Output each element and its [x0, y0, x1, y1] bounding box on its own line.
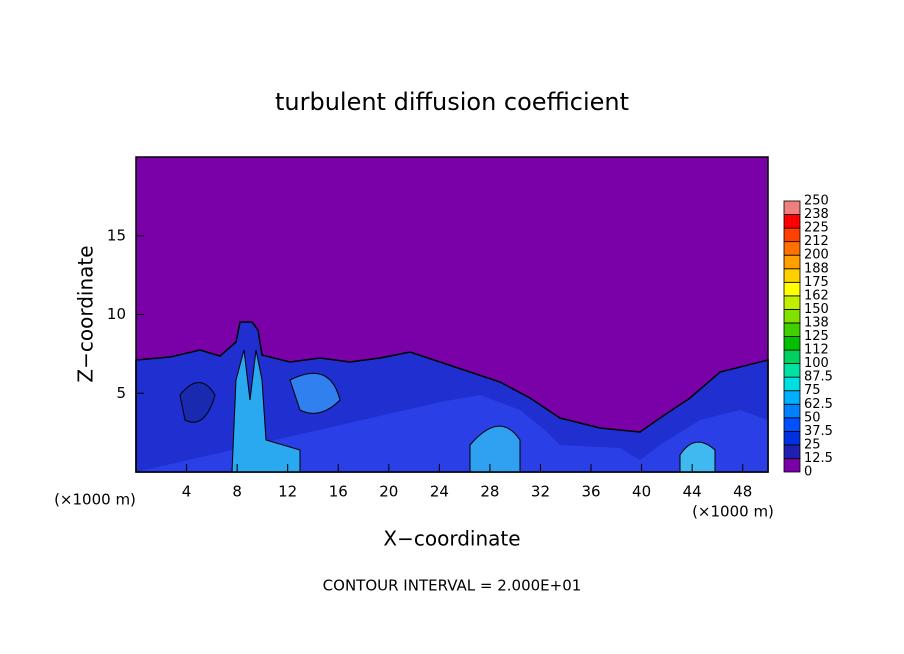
field-band: [135, 321, 769, 473]
chart-title: turbulent diffusion coefficient: [275, 88, 629, 116]
colorbar-label: 188: [804, 261, 829, 276]
x-unit-label: (×1000 m): [54, 491, 136, 509]
colorbar-label: 225: [804, 221, 829, 236]
colorbar-box: [783, 227, 801, 243]
field: [135, 157, 769, 473]
x-tick-label: 8: [232, 483, 242, 501]
colorbar-label: 125: [804, 329, 829, 344]
colorbar-label: 50: [804, 410, 821, 425]
colorbar-box: [783, 376, 801, 392]
colorbar-box: [783, 241, 801, 256]
colorbar-box: [783, 254, 801, 270]
field-blob: [231, 349, 301, 473]
x-tick-label: 16: [329, 483, 348, 501]
colorbar-label: 0: [804, 465, 812, 480]
colorbar-box: [783, 349, 801, 364]
colorbar-box: [783, 322, 801, 337]
colorbar-label: 112: [804, 343, 829, 358]
colorbar-box: [783, 403, 801, 419]
colorbar-box: [783, 295, 801, 310]
colorbar-label: 62.5: [804, 397, 833, 412]
y-axis-label: Z−coordinate: [74, 245, 98, 382]
colorbar-box: [783, 444, 801, 459]
colorbar-box: [783, 390, 801, 405]
x-tick-label: 32: [531, 483, 550, 501]
x-tick-label: 48: [733, 483, 752, 501]
colorbar-label: 87.5: [804, 370, 833, 385]
x-tick-label: 40: [632, 483, 651, 501]
field-blob: [179, 382, 216, 423]
colorbar-label: 75: [804, 383, 821, 398]
x-unit-label: (×1000 m): [692, 503, 774, 521]
y-tick-label: 5: [116, 384, 126, 402]
x-tick-label: 24: [430, 483, 449, 501]
y-tick-label: 15: [107, 226, 126, 244]
colorbar-box: [783, 430, 801, 446]
colorbar-label: 100: [804, 356, 829, 371]
field-blob: [679, 441, 716, 473]
colorbar-box: [783, 268, 801, 283]
colorbar-box: [783, 336, 801, 351]
colorbar-box: [783, 200, 801, 215]
colorbar-label: 238: [804, 207, 829, 222]
colorbar-box: [783, 363, 801, 378]
x-tick-label: 28: [480, 483, 499, 501]
x-tick-label: 44: [683, 483, 702, 501]
colorbar-box: [783, 281, 801, 297]
x-tick-label: 4: [182, 483, 192, 501]
colorbar-box: [783, 458, 801, 473]
colorbar-label: 37.5: [804, 424, 833, 439]
x-tick-label: 12: [278, 483, 297, 501]
colorbar-label: 25: [804, 437, 821, 452]
colorbar-label: 212: [804, 234, 829, 249]
colorbar-label: 250: [804, 194, 829, 209]
x-tick-label: 20: [379, 483, 398, 501]
field-blob: [469, 425, 521, 473]
colorbar-label: 138: [804, 315, 829, 330]
footnote: CONTOUR INTERVAL = 2.000E+01: [323, 577, 582, 595]
x-axis-label: X−coordinate: [383, 527, 520, 551]
colorbar-box: [783, 214, 801, 229]
colorbar-box: [783, 308, 801, 324]
colorbar-label: 12.5: [804, 451, 833, 466]
field-blob: [289, 372, 341, 414]
colorbar-label: 150: [804, 302, 829, 317]
colorbar-box: [783, 417, 801, 432]
x-tick-label: 36: [581, 483, 600, 501]
colorbar-label: 162: [804, 288, 829, 303]
colorbar-label: 200: [804, 248, 829, 263]
colorbar-label: 175: [804, 275, 829, 290]
y-tick-label: 10: [107, 305, 126, 323]
